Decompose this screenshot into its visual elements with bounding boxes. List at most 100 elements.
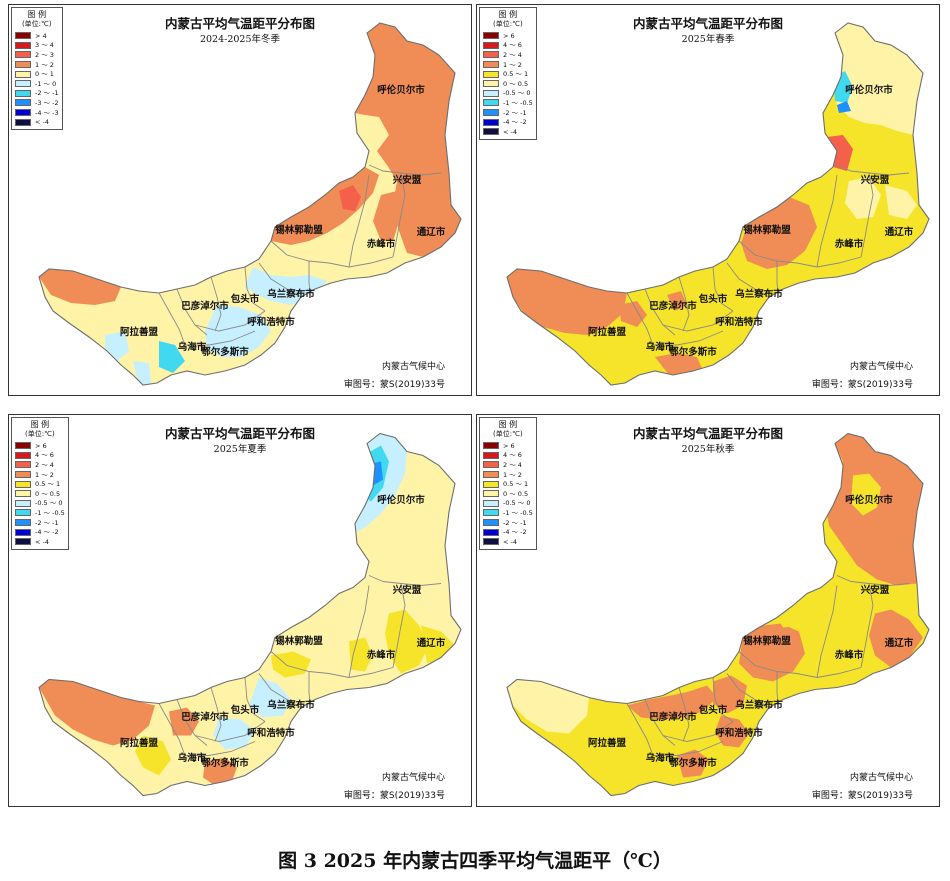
city-label: 包头市: [698, 294, 728, 305]
legend-item: -2 ～ -1: [15, 89, 59, 99]
legend-label: -3 ～ -2: [35, 98, 59, 107]
anomaly-area-0: [355, 23, 461, 257]
legend-item: -4 ～ -2: [483, 117, 533, 127]
anomaly-area-7: [713, 675, 747, 714]
legend-swatch: [15, 51, 31, 59]
legend-unit: (单位:℃): [493, 430, 523, 438]
legend-label: < -4: [503, 127, 517, 136]
city-label: 呼和浩特市: [247, 727, 295, 739]
city-label: 赤峰市: [366, 239, 396, 250]
province-outline: [506, 432, 930, 797]
admin-border-2: [348, 174, 370, 268]
anomaly-area-0: [825, 433, 923, 586]
legend-item: -0.5 ～ 0: [483, 89, 533, 99]
legend-swatch: [15, 70, 31, 78]
legend-label: -2 ～ -1: [503, 518, 527, 527]
admin-border-3: [816, 256, 862, 268]
legend-label: 1 ～ 2: [35, 60, 54, 69]
admin-border-2: [348, 585, 370, 678]
legend-unit: (单位:℃): [25, 430, 55, 438]
legend-swatch: [483, 519, 499, 527]
city-label: 乌兰察布市: [735, 289, 783, 300]
anomaly-area-4: [169, 707, 199, 736]
city-label: 鄂尔多斯市: [669, 347, 717, 358]
legend-swatch: [483, 118, 499, 126]
city-label: 兴安盟: [860, 175, 890, 186]
admin-border-8: [210, 687, 222, 742]
city-label: 通辽市: [884, 637, 914, 649]
legend-swatch: [15, 118, 31, 126]
admin-border-12: [185, 330, 256, 346]
panel-subtitle: 2025年秋季: [681, 444, 735, 455]
legend-label: 0.5 ～ 1: [35, 480, 61, 489]
anomaly-area-7: [159, 341, 185, 373]
legend-swatch: [483, 41, 499, 49]
city-label: 巴彦淖尔市: [649, 301, 697, 312]
legend-item: 0 ～ 0.5: [483, 489, 533, 499]
admin-border-8: [678, 687, 690, 742]
legend-swatch: [483, 32, 499, 40]
legend-label: -2 ～ -1: [503, 108, 527, 117]
legend-item: -2 ～ -1: [15, 518, 65, 528]
city-label: 巴彦淖尔市: [649, 711, 697, 723]
map-winter: [38, 22, 462, 386]
anomaly-area-3: [39, 679, 155, 746]
source-org: 内蒙古气候中心: [381, 773, 445, 783]
panel-title: 内蒙古平均气温距平分布图: [164, 16, 315, 31]
legend-swatch: [15, 99, 31, 107]
province-outline: [506, 22, 930, 386]
legend-item: < -4: [15, 537, 65, 547]
city-label: 锡林郭勒盟: [743, 225, 791, 236]
city-label: 赤峰市: [366, 649, 396, 661]
city-label: 呼和浩特市: [715, 317, 763, 328]
legend-item: -1 ～ -0.5: [483, 98, 533, 108]
city-label: 呼伦贝尔市: [377, 85, 425, 96]
panel-title: 内蒙古平均气温距平分布图: [164, 426, 315, 441]
legend-item: 2 ～ 4: [15, 460, 65, 470]
legend-item: -0.5 ～ 0: [483, 499, 533, 509]
city-label: 通辽市: [416, 637, 446, 649]
legend-label: 1 ～ 2: [503, 60, 522, 69]
legend-swatch: [483, 528, 499, 536]
legend-swatch: [483, 128, 499, 136]
legend-swatch: [15, 490, 31, 498]
city-label: 鄂尔多斯市: [201, 757, 249, 769]
legend-swatch: [15, 519, 31, 527]
legend-item: 4 ～ 6: [483, 41, 533, 51]
legend-swatch: [15, 32, 31, 40]
anomaly-area-4: [39, 269, 121, 305]
legend-swatch: [15, 61, 31, 69]
legend-label: -0.5 ～ 0: [503, 89, 531, 98]
legend-item: -3 ～ -2: [15, 98, 59, 108]
admin-border-12: [653, 330, 724, 346]
legend-item: -1 ～ -0.5: [483, 508, 533, 518]
legend-swatch: [483, 442, 499, 450]
legend-swatch: [483, 480, 499, 488]
legend-item: > 6: [483, 441, 533, 451]
legend-label: 4 ～ 6: [503, 451, 522, 460]
admin-border-10: [626, 292, 654, 346]
legend-item: < -4: [15, 117, 59, 127]
city-label: 包头市: [698, 704, 728, 716]
legend-label: > 6: [503, 31, 515, 40]
legend-item: 0.5 ～ 1: [15, 479, 65, 489]
legend-label: 0 ～ 0.5: [503, 79, 529, 88]
legend-label: 0 ～ 0.5: [35, 489, 61, 498]
legend-swatch: [483, 89, 499, 97]
approval-number: 审图号：蒙S(2019)33号: [343, 380, 445, 390]
admin-border-8: [678, 276, 690, 332]
legend-label: -4 ～ -2: [503, 118, 527, 127]
city-label: 锡林郭勒盟: [743, 635, 791, 647]
legend-label: > 4: [35, 31, 47, 40]
legend-item: 1 ～ 2: [483, 60, 533, 70]
legend-item: -4 ～ -2: [15, 527, 65, 537]
anomaly-area-7: [619, 301, 647, 327]
admin-border-11: [662, 721, 734, 742]
anomaly-area-1: [851, 473, 881, 516]
city-label: 呼伦贝尔市: [845, 85, 893, 96]
city-label: 兴安盟: [392, 585, 422, 597]
source-org: 内蒙古气候中心: [381, 362, 445, 372]
city-label: 锡林郭勒盟: [275, 635, 323, 647]
